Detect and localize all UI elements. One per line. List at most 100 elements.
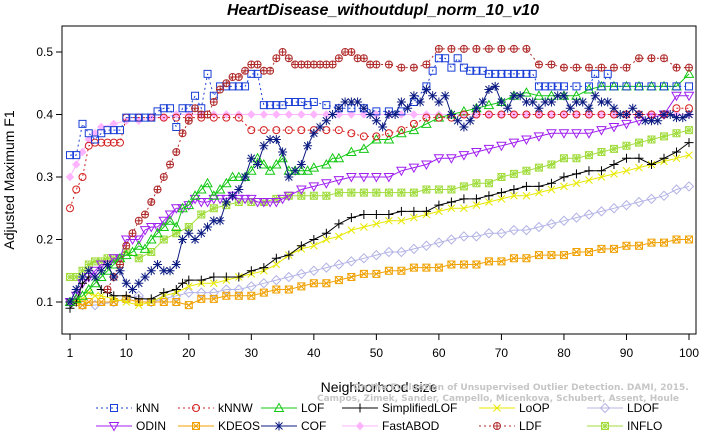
series-simplifiedlof (65, 138, 694, 313)
data-point (308, 265, 320, 276)
data-point (228, 191, 238, 201)
data-point (621, 199, 632, 211)
data-point (246, 153, 256, 163)
data-point (685, 151, 693, 159)
data-point (308, 182, 320, 192)
data-point (560, 182, 568, 191)
data-point (159, 104, 168, 113)
data-point (172, 298, 181, 306)
data-point (558, 129, 570, 139)
data-point (528, 69, 537, 78)
data-point (191, 104, 200, 113)
data-point (559, 251, 568, 260)
data-point (422, 263, 431, 272)
data-point (66, 204, 74, 213)
data-point (158, 221, 170, 231)
data-point (597, 173, 606, 181)
data-point (434, 113, 443, 122)
data-point (108, 254, 120, 264)
data-point (390, 110, 400, 119)
data-point (447, 260, 456, 269)
data-point (521, 135, 532, 146)
legend-label: SimplifiedLOF (382, 401, 457, 415)
data-point (233, 284, 245, 295)
data-point (271, 274, 282, 286)
data-point (634, 153, 644, 163)
data-point (234, 82, 243, 91)
data-point (190, 235, 200, 244)
data-point (84, 129, 93, 138)
data-point (359, 54, 368, 63)
data-point (359, 110, 369, 119)
data-point (459, 260, 468, 269)
data-point (122, 113, 131, 122)
data-point (247, 291, 256, 300)
data-point (346, 256, 357, 267)
data-point (272, 54, 281, 63)
data-point (78, 147, 87, 157)
data-point (139, 226, 151, 236)
data-point (384, 60, 393, 69)
data-point (72, 151, 81, 160)
data-point (609, 160, 619, 169)
legend-item-knnw: kNNW (178, 401, 253, 415)
data-point (497, 257, 506, 266)
data-point (241, 66, 250, 75)
data-point (116, 126, 125, 135)
series-inflo (66, 126, 693, 281)
data-point (221, 197, 231, 207)
data-point (134, 301, 143, 309)
data-point (334, 126, 343, 135)
data-point (297, 110, 306, 119)
series-fastabod (65, 110, 694, 182)
data-point (78, 272, 88, 282)
data-point (203, 222, 213, 232)
data-point (277, 194, 288, 205)
data-point (147, 198, 156, 206)
data-point (122, 241, 131, 250)
data-point (184, 228, 194, 238)
legend-label: kNNW (218, 401, 253, 415)
data-point (397, 63, 406, 72)
data-point (116, 138, 125, 147)
data-point (534, 251, 543, 260)
data-point (408, 163, 420, 174)
data-point (447, 204, 456, 213)
data-point (266, 66, 275, 75)
data-point (597, 110, 606, 119)
data-point (164, 215, 176, 225)
data-point (284, 285, 293, 294)
data-point (434, 200, 444, 210)
data-point (522, 191, 531, 200)
x-tick-label: 10 (120, 346, 134, 360)
data-point (533, 221, 545, 233)
data-point (409, 263, 418, 272)
data-point (278, 48, 287, 56)
data-point (599, 402, 611, 414)
data-point (321, 262, 332, 273)
data-point (355, 403, 365, 413)
data-point (396, 166, 407, 177)
data-point (572, 154, 581, 163)
legend-item-inflo: INFLO (587, 419, 662, 433)
data-point (359, 210, 369, 219)
data-point (171, 260, 181, 269)
data-point (241, 82, 250, 91)
data-point (596, 126, 607, 136)
data-point (153, 260, 163, 269)
data-point (103, 260, 113, 269)
data-point (596, 97, 606, 107)
data-point (134, 216, 143, 225)
data-point (534, 163, 543, 172)
data-point (195, 183, 207, 194)
data-point (522, 254, 531, 263)
data-point (296, 160, 306, 169)
data-point (209, 98, 218, 106)
data-point (97, 122, 106, 132)
data-point (166, 160, 175, 169)
data-point (559, 110, 568, 119)
legend-item-odin: ODIN (96, 419, 166, 433)
data-point (671, 91, 682, 102)
data-point (383, 133, 395, 144)
data-point (653, 116, 663, 126)
